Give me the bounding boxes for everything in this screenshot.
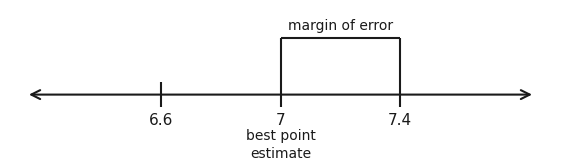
Text: margin of error: margin of error	[288, 19, 393, 33]
Text: 6.6: 6.6	[149, 113, 173, 128]
Text: 7.4: 7.4	[388, 113, 412, 128]
Text: 7: 7	[275, 113, 286, 128]
Text: best point
estimate: best point estimate	[246, 129, 315, 161]
